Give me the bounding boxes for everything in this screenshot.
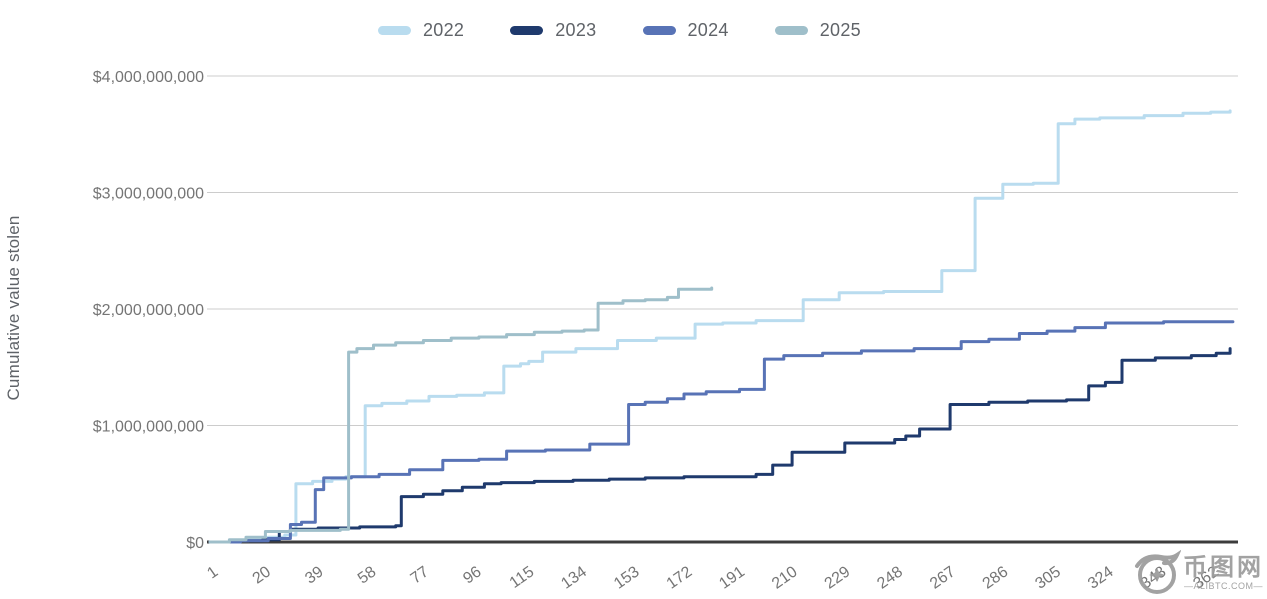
watermark-domain: —ALIBTC.COM— <box>1183 580 1263 591</box>
x-tick-label: 191 <box>716 563 748 592</box>
x-tick-label: 286 <box>980 563 1012 592</box>
y-tick-label: $3,000,000,000 <box>93 186 204 203</box>
x-tick-label: 172 <box>664 563 696 592</box>
y-tick-label: $2,000,000,000 <box>93 302 204 319</box>
x-tick-label: 39 <box>302 563 326 587</box>
x-tick-label: 58 <box>355 563 379 587</box>
x-tick-label: 77 <box>408 563 432 587</box>
watermark-site-name: 币图网 <box>1183 553 1264 581</box>
y-tick-label: $0 <box>186 535 204 552</box>
y-tick-label: $4,000,000,000 <box>93 69 204 86</box>
x-tick-label: 248 <box>874 563 906 592</box>
x-tick-label: 1 <box>204 563 221 582</box>
y-tick-label: $1,000,000,000 <box>93 419 204 436</box>
watermark: 币图网 —ALIBTC.COM— <box>1131 548 1264 598</box>
x-tick-label: 210 <box>769 563 801 592</box>
series-line-2024 <box>208 320 1235 544</box>
x-tick-label: 324 <box>1085 563 1117 592</box>
x-tick-label: 96 <box>460 563 484 587</box>
x-tick-label: 305 <box>1032 563 1064 592</box>
series-line-2025 <box>208 286 714 544</box>
x-tick-label: 134 <box>558 563 590 592</box>
x-tick-label: 267 <box>927 563 959 592</box>
x-tick-label: 115 <box>507 563 538 592</box>
series-line-2022 <box>208 109 1232 544</box>
x-tick-label: 153 <box>611 563 643 592</box>
x-tick-label: 229 <box>822 563 854 592</box>
watermark-logo-icon <box>1135 549 1181 594</box>
series-line-2023 <box>208 347 1232 544</box>
x-tick-label: 20 <box>250 563 274 587</box>
